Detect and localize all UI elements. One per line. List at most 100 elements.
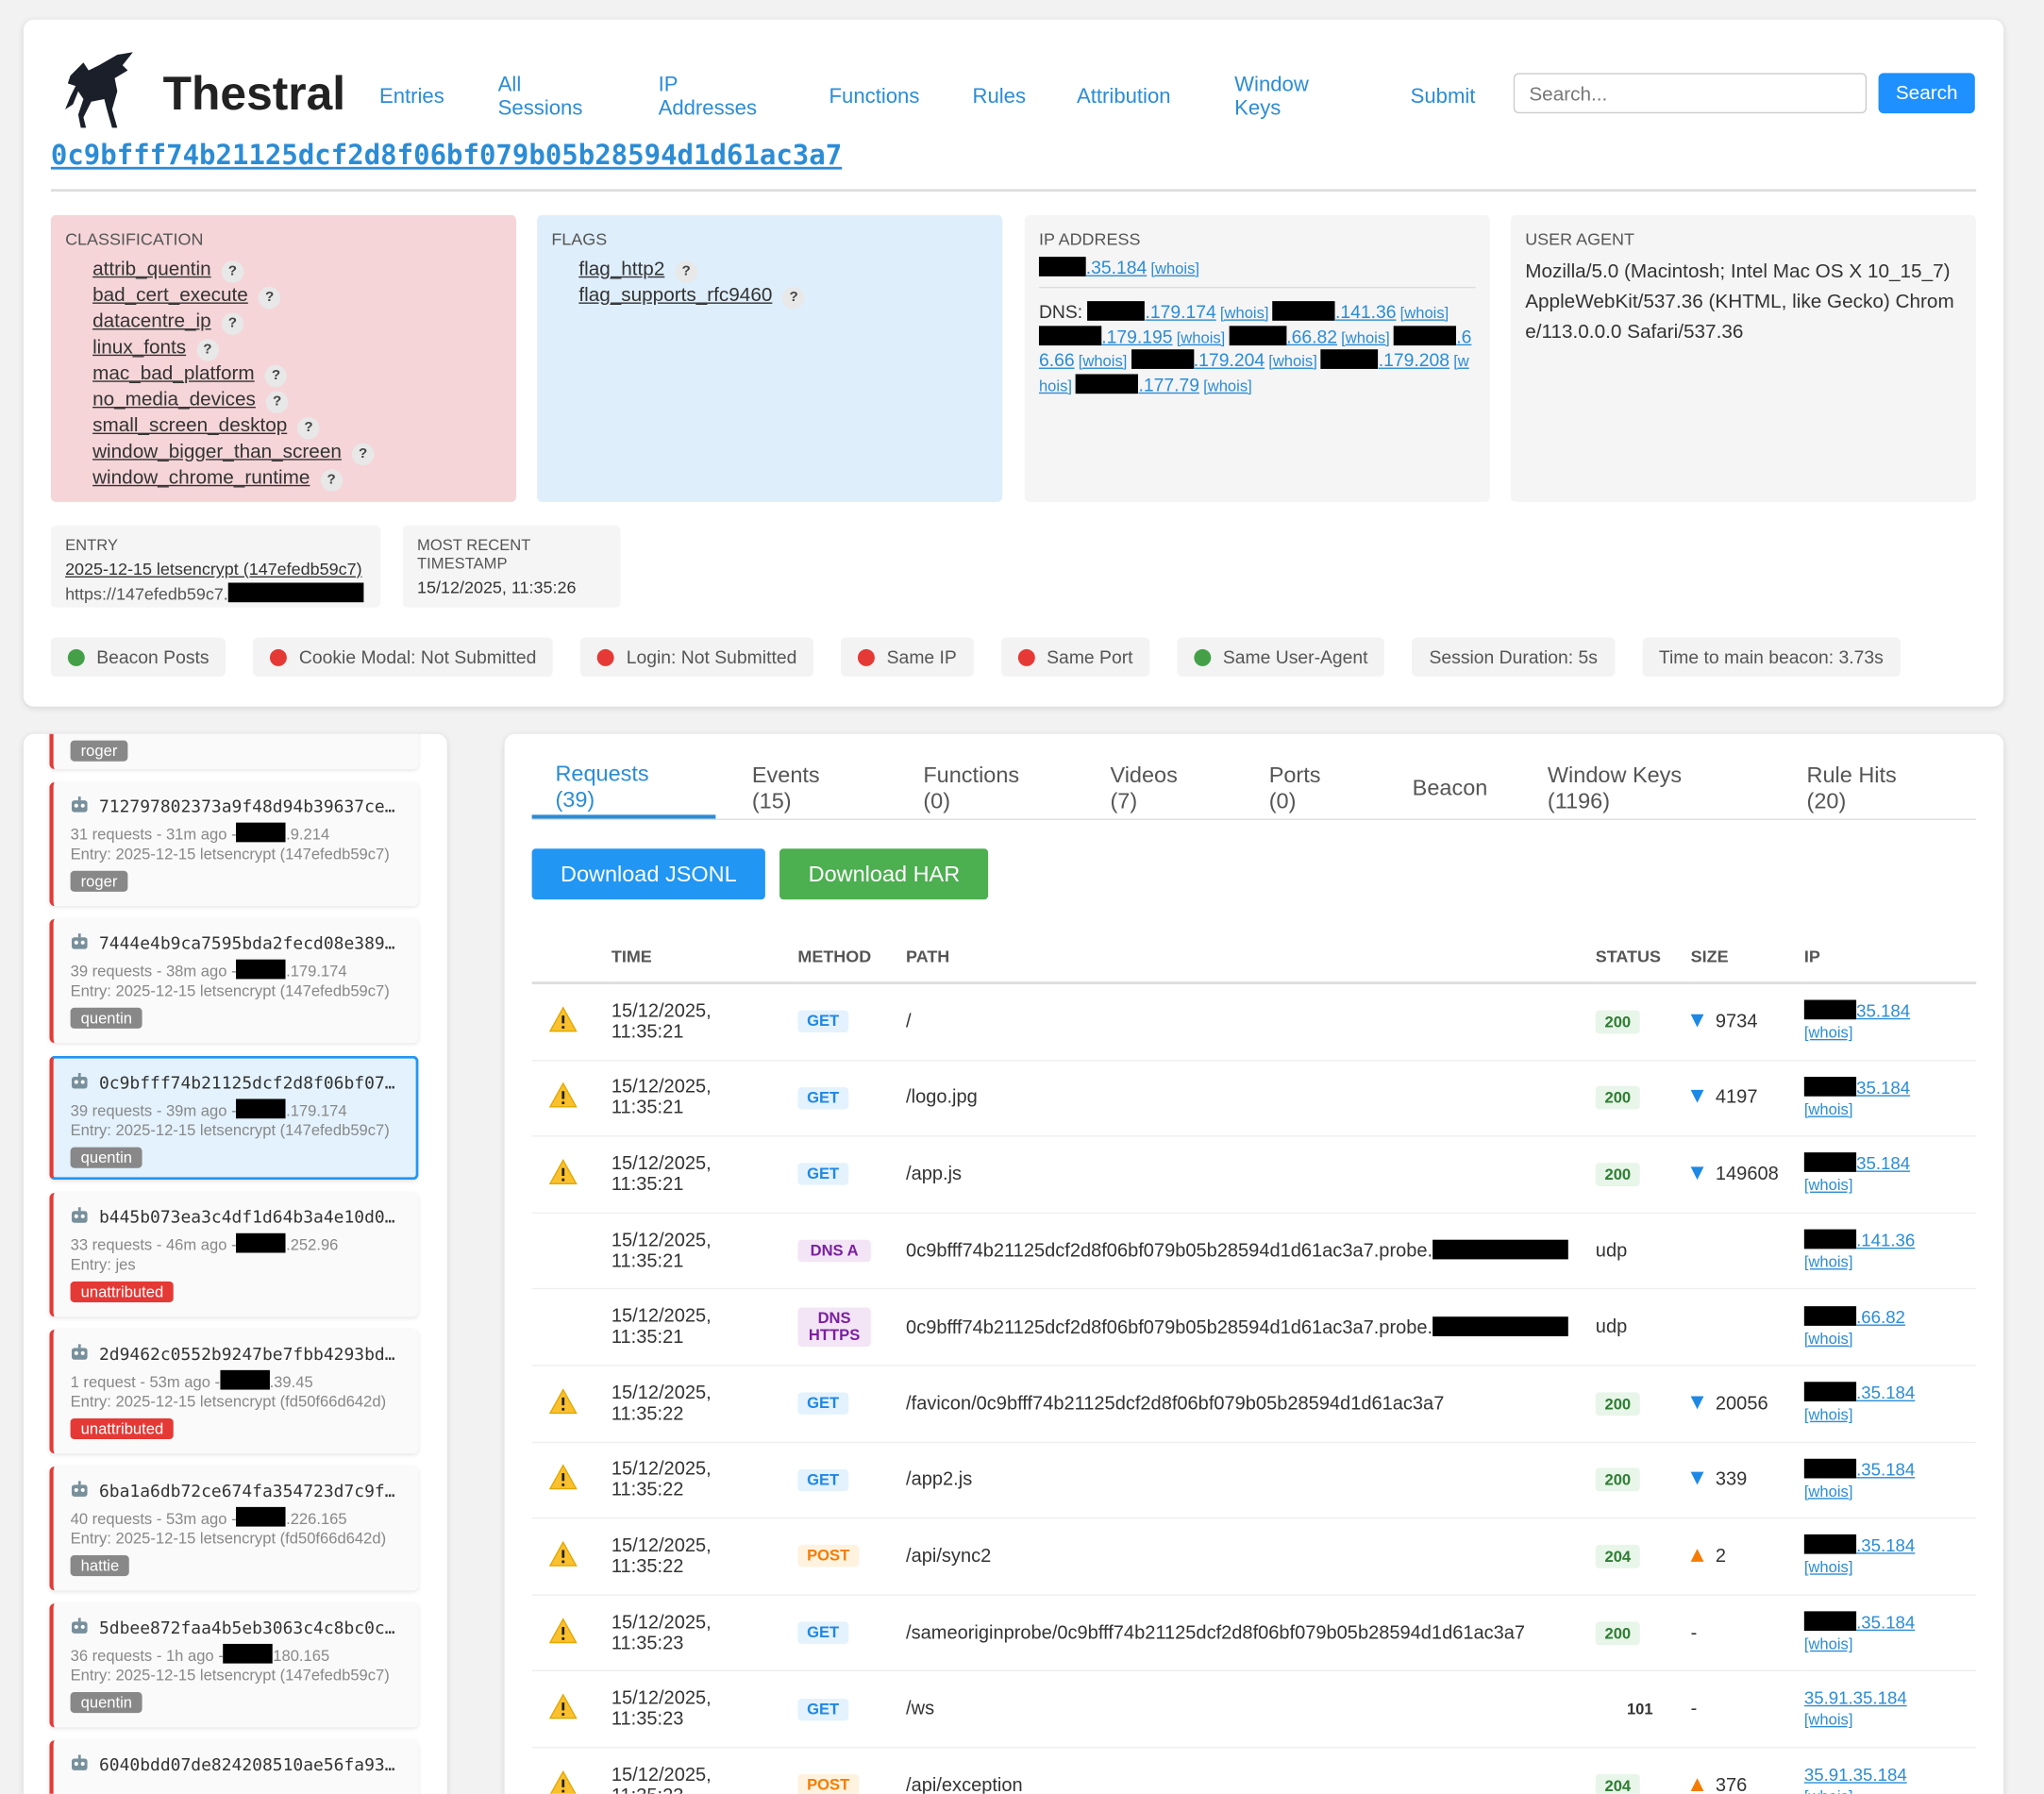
- request-row[interactable]: 15/12/2025, 11:35:22 GET/app2.js 200 339 .35…: [531, 1441, 1977, 1519]
- whois-link[interactable]: [whois]: [1804, 1787, 1853, 1794]
- whois-link[interactable]: [whois]: [1176, 327, 1226, 346]
- session-item[interactable]: 6ba1a6db72ce674fa354723d7c9f… 40 requests…: [49, 1467, 419, 1591]
- whois-link[interactable]: [whois]: [1803, 1099, 1853, 1119]
- nav-link[interactable]: All Sessions: [497, 74, 583, 121]
- tag-link[interactable]: flag_http2: [578, 258, 665, 280]
- help-icon[interactable]: ?: [265, 391, 289, 413]
- nav-link[interactable]: IP Addresses: [658, 74, 758, 121]
- tag-link[interactable]: no_media_devices: [92, 388, 256, 411]
- tab[interactable]: Ports (0): [1268, 763, 1321, 813]
- help-icon[interactable]: ?: [221, 260, 244, 283]
- dns-ip[interactable]: .179.195: [1101, 325, 1173, 346]
- whois-link[interactable]: [whois]: [1341, 327, 1390, 346]
- tab[interactable]: Rule Hits (20): [1806, 763, 1897, 813]
- whois-link[interactable]: [whois]: [1078, 351, 1128, 371]
- help-icon[interactable]: ?: [351, 443, 375, 466]
- session-item[interactable]: 0c9bfff74b21125dcf2d8f06bf07… 39 requests…: [49, 1055, 419, 1181]
- request-row[interactable]: 15/12/2025, 11:35:23 POST/api/exception 20…: [531, 1747, 1977, 1794]
- download-button[interactable]: Download JSONL: [531, 848, 766, 900]
- session-id[interactable]: 0c9bfff74b21125dcf2d8f06bf079b05b28594d1…: [50, 139, 843, 171]
- help-icon[interactable]: ?: [675, 260, 697, 283]
- session-item[interactable]: 5dbee872faa4b5eb3063c4c8bc0c… 36 requests…: [49, 1603, 419, 1728]
- entry-link[interactable]: 2025-12-15 letsencrypt (147efedb59c7): [65, 559, 362, 579]
- nav-link[interactable]: Rules: [972, 86, 1027, 109]
- tab[interactable]: Videos (7): [1110, 763, 1178, 813]
- tag-link[interactable]: flag_supports_rfc9460: [578, 284, 773, 307]
- whois-link[interactable]: [whois]: [1803, 1405, 1853, 1424]
- request-row[interactable]: 15/12/2025, 11:35:23 GET/sameoriginprobe/…: [531, 1594, 1977, 1672]
- nav-link[interactable]: Attribution: [1077, 86, 1171, 109]
- tag-link[interactable]: linux_fonts: [92, 336, 187, 359]
- request-row[interactable]: 15/12/2025, 11:35:21 GET / 200 9734 35.184 [wh…: [531, 982, 1977, 1061]
- tag-link[interactable]: window_bigger_than_screen: [92, 440, 342, 463]
- dns-ip[interactable]: .66.82: [1286, 325, 1338, 346]
- tab[interactable]: Beacon: [1412, 775, 1488, 801]
- session-item[interactable]: b445b073ea3c4df1d64b3a4e10d0… 33 requests…: [49, 1192, 419, 1317]
- dns-ip[interactable]: .177.79: [1138, 373, 1199, 394]
- nav-link[interactable]: Functions: [829, 86, 920, 109]
- nav-link[interactable]: Submit: [1410, 86, 1476, 109]
- tag-link[interactable]: datacentre_ip: [92, 310, 211, 333]
- ip-link[interactable]: .35.184: [1856, 1383, 1916, 1403]
- whois-link[interactable]: [whois]: [1203, 376, 1252, 394]
- tag-link[interactable]: window_chrome_runtime: [92, 466, 310, 490]
- whois-link[interactable]: [whois]: [1038, 351, 1469, 394]
- brand[interactable]: Thestral: [162, 66, 346, 121]
- request-row[interactable]: 15/12/2025, 11:35:22 POST/api/sync2 204 2 .3…: [531, 1517, 1977, 1596]
- help-icon[interactable]: ?: [221, 312, 244, 336]
- help-icon[interactable]: ?: [258, 286, 281, 310]
- request-row[interactable]: 15/12/2025, 11:35:21 GET/app.js 200 149608 3…: [531, 1136, 1977, 1214]
- whois-link[interactable]: [whois]: [1803, 1023, 1853, 1043]
- request-row[interactable]: 15/12/2025, 11:35:21 DNS HTTPS 0c9bfff74b2…: [531, 1289, 1977, 1366]
- tag-link[interactable]: attrib_quentin: [92, 258, 211, 280]
- tab[interactable]: Functions (0): [923, 763, 1020, 813]
- nav-link[interactable]: Entries: [378, 86, 444, 109]
- ip-link[interactable]: 35.184: [1856, 1078, 1911, 1098]
- dns-ip[interactable]: .179.208: [1378, 349, 1450, 371]
- whois-link[interactable]: [whois]: [1219, 303, 1269, 323]
- whois-link[interactable]: [whois]: [1150, 259, 1199, 278]
- session-item[interactable]: 712797802373a9f48d94b39637ce… 31 requests…: [49, 781, 419, 907]
- ip-link[interactable]: .66.82: [1856, 1307, 1905, 1327]
- ip-link[interactable]: .35.184: [1856, 1612, 1916, 1633]
- dns-ip[interactable]: .179.174: [1145, 301, 1216, 323]
- whois-link[interactable]: [whois]: [1803, 1482, 1853, 1501]
- dns-ip[interactable]: .141.36: [1334, 301, 1397, 323]
- help-icon[interactable]: ?: [297, 417, 320, 440]
- whois-link[interactable]: [whois]: [1803, 1558, 1853, 1577]
- ip-link[interactable]: 35.184: [1856, 1001, 1911, 1022]
- whois-link[interactable]: [whois]: [1268, 351, 1317, 371]
- ip-link[interactable]: .35.184: [1085, 257, 1148, 278]
- session-item[interactable]: 2d9462c0552b9247be7fbb4293bd… 1 request -…: [49, 1330, 419, 1454]
- tab[interactable]: Events (15): [751, 763, 820, 813]
- whois-link[interactable]: [whois]: [1803, 1176, 1853, 1196]
- tab[interactable]: Requests (39): [531, 759, 716, 819]
- search-button[interactable]: Search: [1878, 73, 1975, 114]
- help-icon[interactable]: ?: [196, 339, 219, 361]
- whois-link[interactable]: [whois]: [1803, 1635, 1853, 1653]
- session-item[interactable]: 6040bdd07de824208510ae56fa93…: [49, 1740, 419, 1794]
- request-row[interactable]: 15/12/2025, 11:35:21 GET/logo.jpg 200 4197 3…: [531, 1060, 1977, 1137]
- help-icon[interactable]: ?: [320, 469, 343, 492]
- whois-link[interactable]: [whois]: [1399, 303, 1449, 323]
- tag-link[interactable]: small_screen_desktop: [92, 414, 288, 437]
- whois-link[interactable]: [whois]: [1803, 1329, 1853, 1348]
- request-row[interactable]: 15/12/2025, 11:35:23 GET/ws 101 - 35.91.35.1…: [531, 1670, 1977, 1749]
- request-row[interactable]: 15/12/2025, 11:35:22 GET/favicon/0c9bfff7…: [531, 1365, 1977, 1443]
- dns-ip[interactable]: .179.204: [1193, 349, 1265, 371]
- help-icon[interactable]: ?: [782, 286, 805, 310]
- ip-link[interactable]: .141.36: [1856, 1231, 1916, 1250]
- tab[interactable]: Window Keys (1196): [1547, 763, 1683, 813]
- dns-ip[interactable]: .66.66: [1038, 325, 1472, 371]
- help-icon[interactable]: ?: [264, 364, 288, 388]
- ip-link[interactable]: 35.91.35.184: [1803, 1688, 1907, 1708]
- ip-link[interactable]: 35.184: [1856, 1154, 1911, 1174]
- session-item[interactable]: 7444e4b9ca7595bda2fecd08e389… 39 requests…: [49, 918, 419, 1044]
- whois-link[interactable]: [whois]: [1803, 1252, 1853, 1271]
- download-button[interactable]: Download HAR: [779, 848, 989, 900]
- whois-link[interactable]: [whois]: [1803, 1710, 1853, 1729]
- request-row[interactable]: 15/12/2025, 11:35:21 DNS A 0c9bfff74b21125…: [531, 1213, 1977, 1290]
- tag-link[interactable]: bad_cert_execute: [92, 284, 248, 307]
- nav-link[interactable]: Window Keys: [1234, 74, 1309, 121]
- ip-link[interactable]: 35.91.35.184: [1803, 1765, 1907, 1785]
